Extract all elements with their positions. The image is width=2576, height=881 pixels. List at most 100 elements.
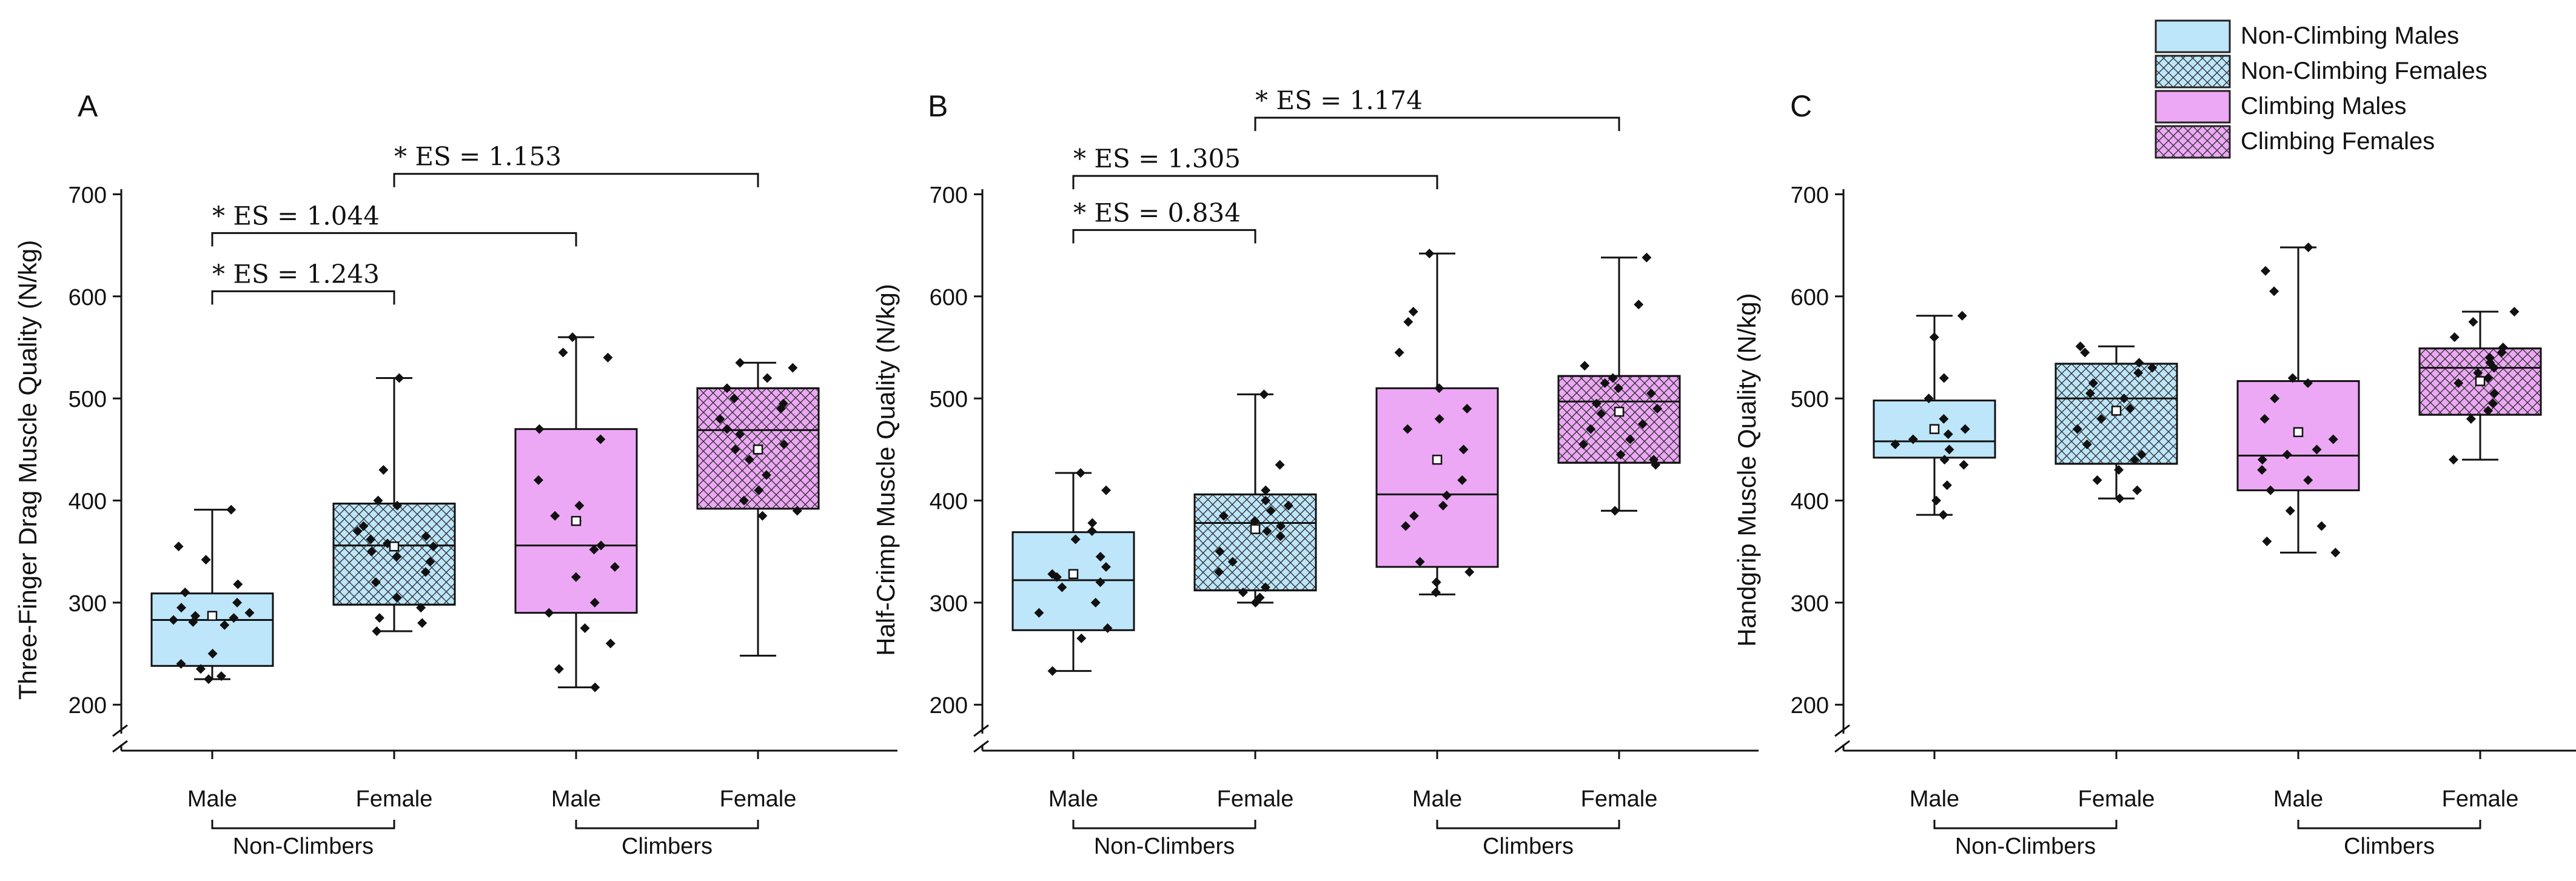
- significance-label: * ES = 1.153: [394, 142, 562, 172]
- data-point: [1034, 608, 1044, 618]
- data-point: [1610, 506, 1620, 516]
- y-tick-label: 300: [69, 591, 107, 617]
- box-mean: [1432, 454, 1443, 465]
- y-tick-label: 700: [69, 183, 107, 208]
- group-bracket: [1072, 820, 1256, 829]
- group-label: Non-Climbers: [1094, 834, 1235, 859]
- data-point: [366, 546, 377, 557]
- data-point: [2134, 358, 2144, 368]
- y-tick-label: 300: [1791, 591, 1829, 617]
- box-hatch: [332, 503, 456, 606]
- data-point: [1608, 373, 1618, 383]
- data-point: [1250, 597, 1261, 608]
- group-label: Climbers: [1483, 834, 1574, 859]
- data-point: [580, 623, 590, 633]
- data-point: [544, 608, 554, 618]
- data-point: [757, 511, 768, 521]
- data-point: [2330, 548, 2341, 558]
- data-point: [2285, 506, 2295, 516]
- data-point: [722, 424, 732, 434]
- group-bracket: [2297, 820, 2481, 829]
- data-point: [1408, 307, 1418, 317]
- data-point: [571, 572, 581, 582]
- y-axis-label-c: Handgrip Muscle Quality (N/kg): [1732, 293, 1761, 647]
- data-point: [2489, 363, 2499, 373]
- data-point: [1431, 577, 1441, 588]
- y-tick-label: 700: [930, 183, 968, 208]
- data-point: [2269, 286, 2279, 296]
- data-point: [744, 455, 754, 465]
- significance-label: * ES = 1.243: [212, 259, 380, 289]
- data-point: [2262, 536, 2272, 546]
- group-label: Non-Climbers: [233, 834, 374, 859]
- y-axis-label-b: Half-Crimp Muscle Quality (N/kg): [871, 284, 900, 656]
- x-tick-label: Female: [2078, 786, 2155, 812]
- data-point: [2270, 394, 2280, 404]
- data-point: [378, 465, 389, 475]
- y-tick-label: 400: [1791, 489, 1829, 515]
- data-point: [1102, 623, 1113, 633]
- data-point: [1600, 378, 1610, 388]
- data-point: [2282, 449, 2292, 460]
- data-point: [2509, 307, 2520, 317]
- data-point: [2257, 455, 2267, 465]
- legend-swatch-climbing-males: [2155, 90, 2231, 124]
- x-tick-label: Male: [1048, 786, 1098, 812]
- box-body: [2236, 380, 2360, 492]
- group-label: Climbers: [2344, 834, 2435, 859]
- significance-bracket: [1254, 116, 1620, 132]
- data-point: [169, 615, 179, 625]
- data-point: [2303, 378, 2313, 388]
- data-point: [788, 363, 798, 373]
- y-tick-label: 500: [930, 387, 968, 412]
- data-point: [596, 540, 606, 551]
- data-point: [1070, 534, 1081, 544]
- data-point: [1215, 546, 1225, 557]
- panel-a: A Three-Finger Drag Muscle Quality (N/kg…: [13, 89, 897, 859]
- data-point: [2303, 242, 2313, 252]
- data-point: [232, 597, 243, 608]
- data-point: [1634, 300, 1644, 310]
- group-bracket: [1436, 820, 1620, 829]
- data-point: [1578, 439, 1589, 449]
- data-point: [776, 403, 786, 414]
- data-point: [2266, 485, 2276, 495]
- data-point: [2072, 424, 2082, 434]
- x-tick-label: Male: [187, 786, 237, 812]
- group-bracket: [211, 820, 395, 829]
- data-point: [1464, 567, 1475, 577]
- data-point: [1939, 414, 1949, 424]
- data-point: [180, 588, 190, 598]
- data-point: [1434, 414, 1444, 424]
- y-axis-label-a: Three-Finger Drag Muscle Quality (N/kg): [13, 240, 42, 700]
- data-point: [1261, 485, 1271, 495]
- x-tick-label: Female: [1581, 786, 1658, 812]
- group-bracket: [1933, 820, 2118, 829]
- data-point: [1924, 394, 1934, 404]
- data-point: [1613, 383, 1623, 394]
- x-tick-label: Female: [720, 786, 797, 812]
- data-point: [2488, 398, 2498, 409]
- group-label: Non-Climbers: [1955, 834, 2096, 859]
- data-point: [2489, 388, 2500, 398]
- data-point: [589, 597, 600, 608]
- data-point: [201, 555, 211, 565]
- significance-bracket: [211, 290, 395, 305]
- data-point: [1642, 252, 1652, 263]
- data-point: [779, 439, 789, 449]
- legend-label-climbing-females: Climbing Females: [2241, 128, 2435, 155]
- data-point: [226, 504, 236, 515]
- data-point: [595, 434, 606, 444]
- data-point: [176, 658, 186, 669]
- data-point: [2303, 475, 2313, 485]
- legend: Non-Climbing Males Non-Climbing Females …: [2155, 19, 2487, 159]
- data-point: [729, 394, 739, 404]
- data-point: [1415, 557, 1425, 567]
- y-tick-label: 500: [69, 387, 107, 412]
- data-point: [2259, 414, 2270, 424]
- box-mean: [2475, 376, 2486, 386]
- data-point: [1090, 597, 1101, 608]
- data-point: [1238, 588, 1248, 598]
- data-point: [1580, 361, 1590, 371]
